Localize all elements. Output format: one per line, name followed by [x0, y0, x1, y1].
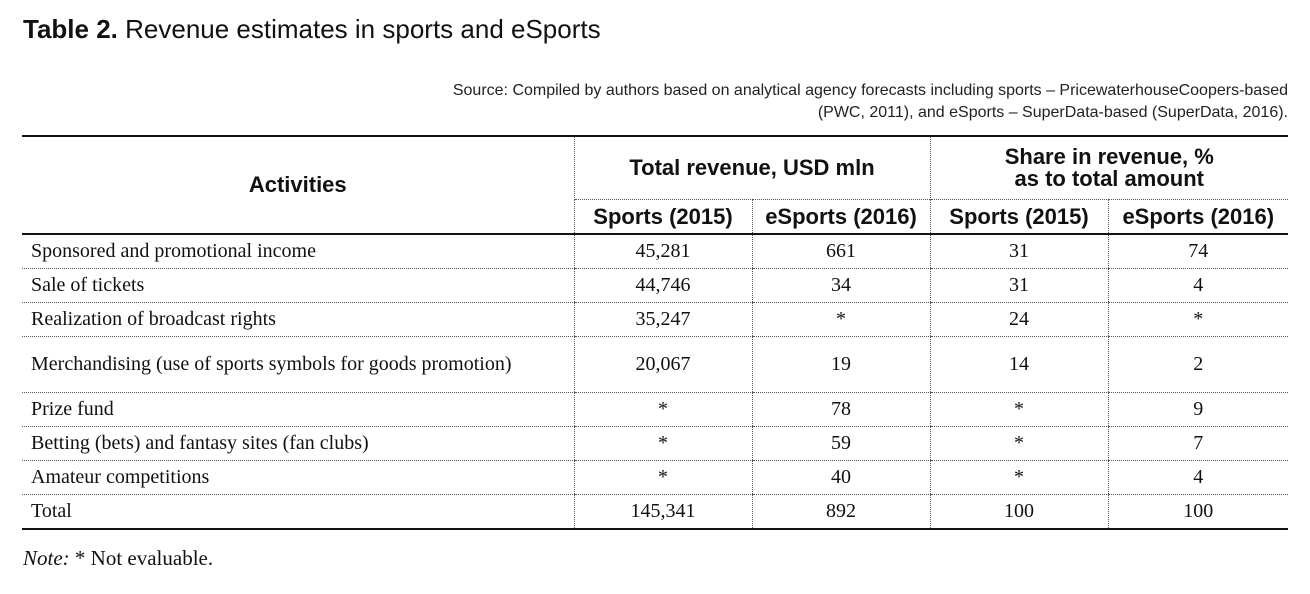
cell-esports-revenue: 40 — [751, 460, 930, 495]
cell-sports-share: 31 — [929, 268, 1108, 303]
table-body: Sponsored and promotional income 45,281 66… — [22, 234, 1288, 530]
cell-esports-revenue: 78 — [751, 392, 930, 427]
header-sports-revenue: Sports (2015) — [573, 199, 752, 235]
cell-sports-share: 31 — [929, 234, 1108, 269]
cell-activity: Amateur competitions — [22, 460, 574, 495]
footnote: Note: * Not evaluable. — [23, 546, 213, 571]
cell-activity: Prize fund — [22, 392, 574, 427]
header-share-line-2: as to total amount — [1014, 166, 1204, 191]
header-share-line-1: Share in revenue, % — [1004, 144, 1214, 169]
cell-activity: Betting (bets) and fantasy sites (fan cl… — [22, 426, 574, 461]
cell-sports-revenue: * — [573, 460, 752, 495]
header-row-subcolumns: Sports (2015) eSports (2016) Sports (201… — [22, 199, 1288, 235]
cell-activity: Total — [22, 494, 574, 530]
cell-activity: Merchandising (use of sports symbols for… — [22, 336, 574, 393]
table-title-text: Revenue estimates in sports and eSports — [125, 14, 601, 44]
cell-activity: Sponsored and promotional income — [22, 234, 574, 269]
cell-esports-share: 74 — [1107, 234, 1288, 269]
cell-esports-revenue: 19 — [751, 336, 930, 393]
cell-activity: Realization of broadcast rights — [22, 302, 574, 337]
cell-esports-revenue: 892 — [751, 494, 930, 530]
cell-sports-share: 14 — [929, 336, 1108, 393]
table-row: Prize fund * 78 * 9 — [22, 392, 1288, 427]
source-note: Source: Compiled by authors based on ana… — [328, 80, 1288, 124]
cell-esports-share: * — [1107, 302, 1288, 337]
table-row: Betting (bets) and fantasy sites (fan cl… — [22, 426, 1288, 461]
cell-esports-revenue: 34 — [751, 268, 930, 303]
cell-sports-revenue: 44,746 — [573, 268, 752, 303]
cell-sports-revenue: * — [573, 426, 752, 461]
table-row: Sponsored and promotional income 45,281 66… — [22, 234, 1288, 269]
footnote-text: * Not evaluable. — [69, 546, 214, 570]
cell-sports-share: * — [929, 426, 1108, 461]
header-total-revenue: Total revenue, USD mln — [573, 135, 930, 200]
cell-esports-revenue: * — [751, 302, 930, 337]
cell-esports-share: 9 — [1107, 392, 1288, 427]
cell-sports-share: 24 — [929, 302, 1108, 337]
source-line-1: Source: Compiled by authors based on ana… — [452, 82, 1288, 99]
table-row: Sale of tickets 44,746 34 31 4 — [22, 268, 1288, 303]
table-row: Amateur competitions * 40 * 4 — [22, 460, 1288, 495]
footnote-label: Note: — [23, 546, 70, 570]
cell-esports-share: 100 — [1107, 494, 1288, 530]
cell-sports-share: 100 — [929, 494, 1108, 530]
cell-activity: Sale of tickets — [22, 268, 574, 303]
cell-sports-revenue: * — [573, 392, 752, 427]
source-line-2: (PWC, 2011), and eSports – SuperData-bas… — [817, 104, 1288, 121]
header-activities: Activities — [22, 135, 574, 235]
cell-esports-revenue: 661 — [751, 234, 930, 269]
table-row: Total 145,341 892 100 100 — [22, 494, 1288, 530]
cell-sports-share: * — [929, 392, 1108, 427]
header-sports-share: Sports (2015) — [929, 199, 1108, 235]
header-esports-revenue: eSports (2016) — [751, 199, 930, 235]
table-title: Table 2. Revenue estimates in sports and… — [23, 14, 601, 45]
cell-sports-revenue: 145,341 — [573, 494, 752, 530]
cell-esports-share: 7 — [1107, 426, 1288, 461]
cell-esports-revenue: 59 — [751, 426, 930, 461]
revenue-table: Activities Total revenue, USD mln Share … — [22, 135, 1288, 530]
table-number: Table 2. — [23, 14, 118, 44]
table-row: Merchandising (use of sports symbols for… — [22, 336, 1288, 393]
header-row-groups: Activities Total revenue, USD mln Share … — [22, 135, 1288, 235]
cell-sports-revenue: 20,067 — [573, 336, 752, 393]
cell-esports-share: 2 — [1107, 336, 1288, 393]
header-share-in-revenue: Share in revenue, % as to total amount — [929, 135, 1288, 200]
cell-esports-share: 4 — [1107, 268, 1288, 303]
cell-esports-share: 4 — [1107, 460, 1288, 495]
cell-sports-revenue: 35,247 — [573, 302, 752, 337]
table-row: Realization of broadcast rights 35,247 * 24… — [22, 302, 1288, 337]
cell-sports-share: * — [929, 460, 1108, 495]
header-esports-share: eSports (2016) — [1107, 199, 1288, 235]
cell-sports-revenue: 45,281 — [573, 234, 752, 269]
